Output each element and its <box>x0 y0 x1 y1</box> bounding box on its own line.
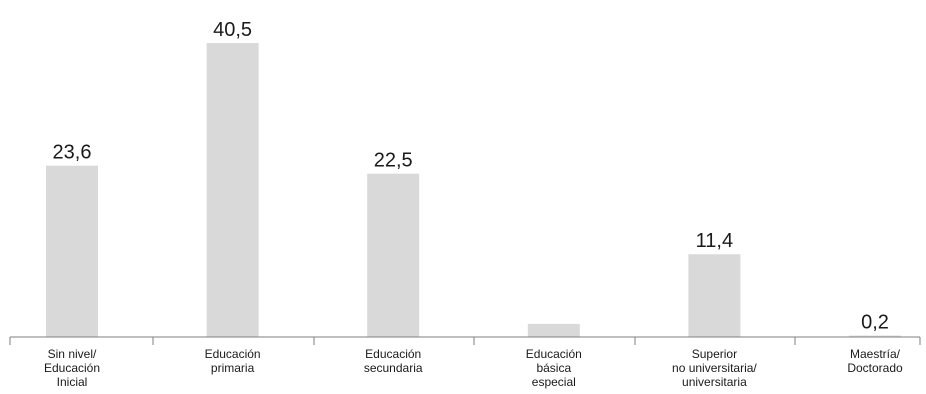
bar <box>688 254 741 337</box>
data-label: 40,5 <box>213 19 252 41</box>
category-label: Educación primaria <box>205 347 261 375</box>
value-labels-group: 23,6 40,5 22,5 11,4 0,2 <box>53 19 889 334</box>
category-label: Educación secundaria <box>364 347 423 375</box>
category-label-line: Doctorado <box>847 361 903 375</box>
bar <box>367 173 420 337</box>
category-label-line: Inicial <box>57 375 88 389</box>
bar <box>849 335 901 337</box>
bar <box>527 323 580 337</box>
category-label-line: Educación <box>365 347 421 361</box>
category-label-line: Educación <box>526 347 582 361</box>
category-label-line: Sin nivel/ <box>48 347 97 361</box>
category-label-line: secundaria <box>364 361 423 375</box>
data-label: 22,5 <box>374 150 413 172</box>
category-label-line: básica <box>536 361 571 375</box>
category-label-line: Maestría/ <box>850 347 901 361</box>
category-label: Educación básica especial <box>526 347 582 389</box>
category-label-line: Educación <box>205 347 261 361</box>
x-axis-ticks <box>9 337 921 345</box>
bars-group <box>46 43 901 337</box>
data-label: 11,4 <box>696 230 733 252</box>
data-label: 23,6 <box>53 142 92 164</box>
category-label-line: Superior <box>692 347 737 361</box>
category-label-line: universitaria <box>682 375 747 389</box>
category-label: Maestría/Doctorado <box>847 347 903 375</box>
category-label-line: no universitaria/ <box>672 361 757 375</box>
data-label: 0,2 <box>861 312 889 334</box>
category-label: Superior no universitaria/universitaria <box>672 347 757 389</box>
category-label-line: Educación <box>44 361 100 375</box>
category-label-line: especial <box>532 375 576 389</box>
bar <box>206 43 259 337</box>
category-label: Sin nivel/Educación Inicial <box>44 347 100 389</box>
category-label-line: primaria <box>211 361 255 375</box>
bar <box>46 165 98 337</box>
